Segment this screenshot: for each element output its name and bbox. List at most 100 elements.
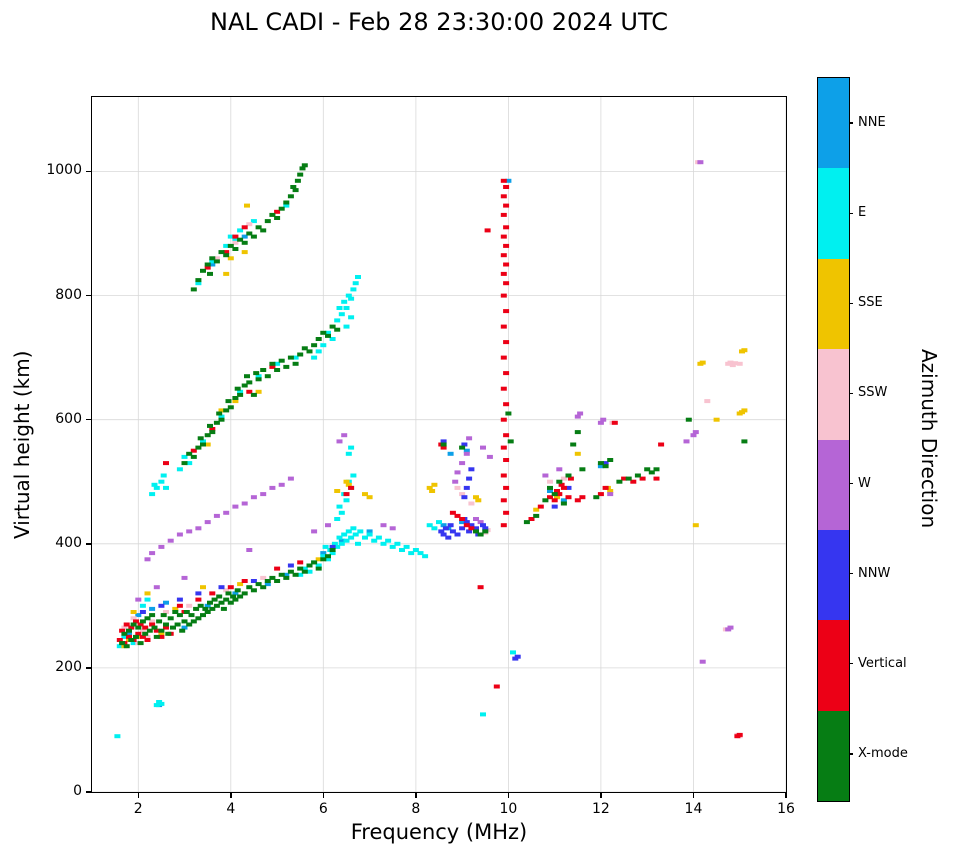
echo-point	[294, 178, 301, 183]
echo-point	[440, 523, 447, 528]
echo-point	[200, 439, 206, 444]
echo-point	[343, 492, 350, 497]
echo-point	[565, 473, 572, 478]
echo-point	[357, 529, 364, 534]
echo-point	[459, 492, 466, 497]
echo-point	[255, 377, 262, 382]
echo-point	[260, 368, 267, 372]
series-w	[135, 160, 734, 664]
echo-point	[241, 240, 248, 245]
echo-point	[142, 625, 149, 630]
echo-point	[634, 473, 641, 478]
echo-point	[237, 582, 244, 587]
echo-point	[600, 417, 607, 422]
echo-point	[158, 634, 165, 639]
echo-point	[503, 262, 510, 267]
echo-point	[195, 445, 202, 450]
echo-point	[463, 520, 470, 525]
echo-point	[547, 495, 553, 500]
echo-point	[341, 433, 348, 438]
echo-point	[200, 442, 206, 447]
echo-point	[223, 271, 230, 276]
echo-point	[306, 349, 313, 354]
echo-point	[343, 479, 350, 484]
echo-point	[223, 588, 230, 593]
echo-point	[607, 458, 614, 462]
echo-point	[250, 588, 257, 593]
echo-point	[477, 585, 484, 590]
echo-point	[144, 557, 151, 562]
echo-point	[348, 485, 355, 490]
x-tick-label: 4	[226, 801, 236, 817]
echo-point	[341, 299, 348, 304]
colorbar-tick-label: NNE	[858, 115, 886, 131]
echo-point	[408, 551, 415, 556]
echo-point	[174, 622, 181, 627]
echo-point	[130, 610, 137, 614]
echo-point	[389, 544, 396, 549]
echo-point	[126, 628, 132, 633]
echo-point	[449, 510, 456, 515]
echo-point	[503, 433, 510, 438]
echo-point	[172, 606, 179, 611]
echo-point	[163, 600, 169, 605]
echo-point	[442, 526, 449, 531]
colorbar-tick-mark	[849, 212, 853, 214]
colorbar-title: Azimuth Direction	[917, 348, 941, 529]
echo-point	[274, 566, 281, 571]
echo-point	[278, 482, 285, 487]
echo-point	[493, 684, 500, 689]
echo-point	[436, 520, 442, 525]
echo-point	[329, 551, 336, 556]
echo-point	[554, 495, 560, 500]
echo-point	[250, 234, 257, 239]
echo-point	[500, 271, 507, 276]
echo-point	[151, 625, 158, 630]
echo-point	[345, 451, 352, 456]
echo-point	[283, 203, 290, 208]
echo-point	[355, 541, 361, 546]
echo-point	[186, 451, 193, 456]
echo-point	[639, 476, 646, 481]
echo-point	[315, 566, 322, 571]
echo-point	[193, 606, 200, 611]
echo-point	[459, 517, 466, 521]
echo-point	[144, 634, 151, 639]
echo-point	[336, 439, 343, 444]
echo-point	[503, 309, 510, 314]
echo-point	[181, 575, 188, 580]
echo-point	[232, 399, 239, 404]
echo-point	[741, 439, 748, 444]
echo-point	[225, 399, 232, 404]
echo-point	[336, 306, 343, 310]
echo-point	[461, 442, 468, 447]
x-tick-label: 6	[318, 801, 328, 817]
echo-point	[315, 563, 322, 568]
echo-point	[218, 250, 225, 255]
echo-point	[209, 606, 216, 611]
echo-point	[274, 368, 281, 372]
x-tick-label: 12	[592, 801, 610, 817]
echo-point	[692, 430, 699, 435]
colorbar-segment-e	[818, 168, 849, 259]
echo-point	[579, 467, 586, 472]
echo-point	[648, 470, 655, 475]
echo-point	[213, 603, 220, 608]
echo-point	[459, 526, 466, 531]
colorbar-tick-label: NNW	[858, 565, 891, 581]
echo-point	[500, 473, 507, 478]
x-tick-mark	[230, 792, 232, 798]
echo-point	[188, 613, 195, 618]
echo-point	[352, 281, 359, 286]
echo-point	[163, 625, 169, 630]
colorbar-tick-mark	[849, 482, 853, 485]
echo-point	[336, 535, 343, 540]
echo-point	[246, 548, 253, 552]
echo-point	[186, 529, 193, 534]
echo-point	[269, 212, 276, 217]
echo-point	[325, 333, 331, 338]
echo-point	[325, 330, 331, 335]
echo-point	[218, 417, 225, 422]
echo-point	[736, 361, 743, 366]
echo-point	[232, 240, 239, 245]
